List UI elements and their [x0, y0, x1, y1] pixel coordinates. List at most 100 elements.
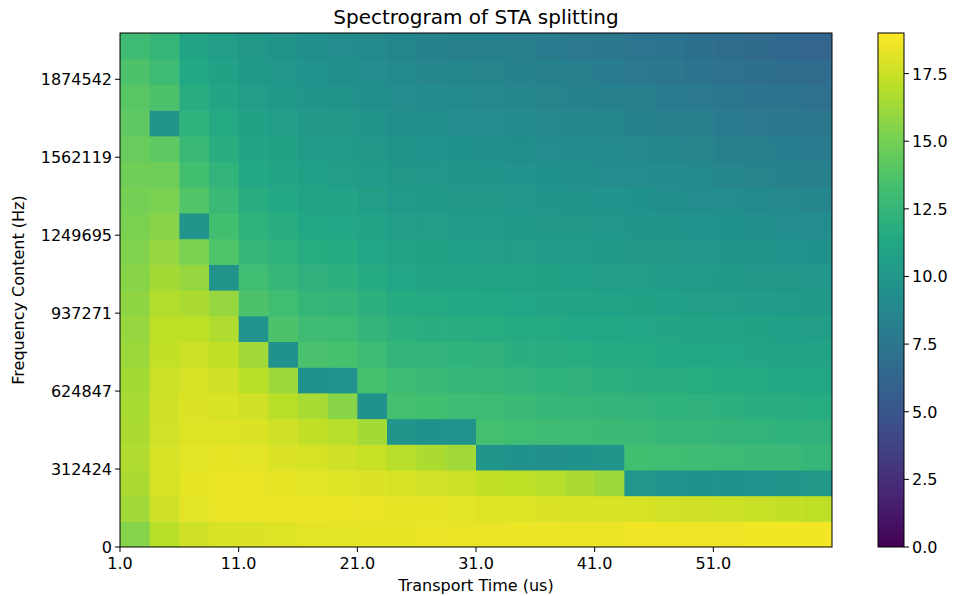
cell	[654, 393, 684, 419]
cell	[446, 367, 476, 393]
cell	[357, 162, 387, 188]
cell	[417, 264, 447, 290]
cell	[535, 59, 565, 85]
cell	[743, 59, 773, 85]
cell	[773, 33, 803, 59]
cell	[179, 419, 209, 445]
cell	[713, 136, 743, 162]
cell	[506, 264, 536, 290]
cell	[298, 444, 328, 470]
cell	[328, 239, 358, 265]
cell	[565, 496, 595, 522]
cell	[654, 239, 684, 265]
x-tick-label: 51.0	[696, 554, 732, 573]
cell	[476, 213, 506, 239]
cell	[624, 110, 654, 136]
cell	[328, 162, 358, 188]
cell	[595, 341, 625, 367]
cell	[387, 187, 417, 213]
cell	[209, 84, 239, 110]
cell	[743, 264, 773, 290]
cell	[802, 367, 832, 393]
cell	[120, 496, 150, 522]
cell	[773, 290, 803, 316]
cell	[120, 213, 150, 239]
cell	[595, 264, 625, 290]
cell	[624, 136, 654, 162]
colorbar-tick	[904, 276, 909, 277]
cell	[239, 84, 269, 110]
cell	[328, 393, 358, 419]
cell	[506, 187, 536, 213]
cell	[239, 239, 269, 265]
cell	[535, 33, 565, 59]
cell	[654, 84, 684, 110]
cell	[506, 393, 536, 419]
cell	[357, 264, 387, 290]
cell	[387, 110, 417, 136]
cell	[773, 162, 803, 188]
cell	[506, 162, 536, 188]
cell	[743, 33, 773, 59]
y-tick	[115, 313, 120, 314]
cell	[209, 444, 239, 470]
cell	[239, 419, 269, 445]
cell	[476, 239, 506, 265]
cell	[179, 239, 209, 265]
cell	[684, 264, 714, 290]
cell	[743, 496, 773, 522]
cell	[535, 187, 565, 213]
cell	[654, 341, 684, 367]
cell	[268, 521, 298, 547]
cell	[120, 110, 150, 136]
cell	[565, 521, 595, 547]
cell	[387, 367, 417, 393]
cell	[179, 496, 209, 522]
cell	[773, 264, 803, 290]
cell	[417, 367, 447, 393]
cell	[357, 444, 387, 470]
cell	[535, 496, 565, 522]
cell	[654, 162, 684, 188]
cell	[476, 290, 506, 316]
cell	[209, 316, 239, 342]
cell	[684, 316, 714, 342]
cell	[357, 84, 387, 110]
cell	[298, 470, 328, 496]
cell	[209, 496, 239, 522]
cell	[743, 84, 773, 110]
cell	[684, 496, 714, 522]
cell	[773, 213, 803, 239]
cell	[357, 110, 387, 136]
cell	[684, 213, 714, 239]
cell	[446, 444, 476, 470]
cell	[387, 521, 417, 547]
cell	[446, 136, 476, 162]
cell	[773, 239, 803, 265]
cell	[802, 239, 832, 265]
cell	[713, 367, 743, 393]
cell	[802, 316, 832, 342]
cell	[417, 444, 447, 470]
cell	[328, 367, 358, 393]
cell	[535, 290, 565, 316]
cell	[535, 213, 565, 239]
cell	[476, 264, 506, 290]
cell	[684, 444, 714, 470]
chart: 1.011.021.031.041.051.003124246248479372…	[0, 0, 954, 596]
colorbar-tick	[904, 73, 909, 74]
cell	[239, 367, 269, 393]
cell	[506, 239, 536, 265]
cell	[773, 110, 803, 136]
cell	[624, 444, 654, 470]
cell	[654, 521, 684, 547]
cell	[298, 264, 328, 290]
colorbar-tick-label: 12.5	[912, 200, 948, 219]
cell	[446, 290, 476, 316]
y-tick	[115, 547, 120, 548]
cell	[446, 84, 476, 110]
cell	[595, 239, 625, 265]
cell	[298, 393, 328, 419]
cell	[120, 187, 150, 213]
cell	[802, 33, 832, 59]
